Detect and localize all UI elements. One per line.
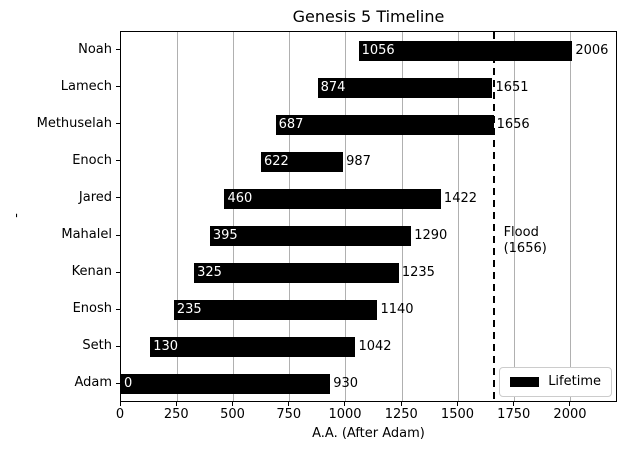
x-tick-mark-750 [288, 402, 290, 406]
y-tick-label-enoch: Enoch [72, 152, 112, 168]
x-tick-label-250: 250 [163, 407, 189, 422]
y-tick-mark-enosh [116, 308, 120, 310]
y-tick-mark-adam [116, 382, 120, 384]
flood-annotation: Flood (1656) [504, 225, 547, 257]
bar-start-label-enoch: 622 [263, 153, 289, 169]
x-tick-label-0: 0 [115, 407, 125, 422]
y-tick-label-methuselah: Methuselah [36, 115, 112, 131]
x-axis-label: A.A. (After Adam) [312, 426, 425, 441]
gridline-500 [232, 32, 234, 401]
gridline-1750 [514, 32, 516, 401]
bar-end-label-mahalel: 1290 [414, 228, 448, 244]
x-tick-label-2000: 2000 [553, 407, 587, 422]
bar-start-label-adam: 0 [124, 376, 133, 392]
y-tick-label-enosh: Enosh [72, 301, 112, 317]
legend-swatch-lifetime [510, 377, 540, 387]
legend: Lifetime [499, 367, 612, 397]
bar-start-label-mahalel: 395 [212, 228, 238, 244]
y-tick-label-jared: Jared [78, 189, 112, 205]
bar-end-label-enosh: 1140 [380, 302, 414, 318]
lifetime-bar-kenan [194, 263, 399, 284]
bar-start-label-seth: 130 [153, 339, 179, 355]
x-tick-label-1000: 1000 [328, 407, 362, 422]
bar-start-label-noah: 1056 [361, 42, 395, 58]
x-tick-mark-1250 [400, 402, 402, 406]
gridline-2000 [570, 32, 572, 401]
y-tick-label-adam: Adam [74, 375, 112, 391]
lifetime-bar-lamech [317, 77, 493, 98]
x-tick-label-1250: 1250 [384, 407, 418, 422]
x-tick-label-750: 750 [276, 407, 302, 422]
y-tick-mark-mahalel [116, 234, 120, 236]
bar-start-label-lamech: 874 [320, 79, 346, 95]
lifetime-bar-jared [224, 188, 441, 209]
bar-end-label-noah: 2006 [575, 42, 609, 58]
plot-area: 1056 2006 874 1651 687 1656 622 987 460 1422 395 12… [120, 31, 617, 402]
flood-reference-line [492, 32, 495, 401]
x-tick-mark-1500 [456, 402, 458, 406]
bar-start-label-methuselah: 687 [278, 116, 304, 132]
y-tick-mark-enoch [116, 160, 120, 162]
bar-start-label-enosh: 235 [176, 302, 202, 318]
gridline-1000 [345, 32, 347, 401]
lifetime-bar-adam [121, 374, 331, 395]
x-tick-label-1500: 1500 [440, 407, 475, 422]
bar-end-label-kenan: 1235 [401, 265, 435, 281]
y-tick-mark-lamech [116, 86, 120, 88]
gridline-750 [289, 32, 291, 401]
lifetime-bar-seth [150, 337, 356, 358]
bar-end-label-jared: 1422 [443, 190, 478, 206]
x-tick-mark-500 [231, 402, 233, 406]
bar-end-label-enoch: 987 [346, 153, 371, 169]
flood-annotation-line2: (1656) [503, 241, 547, 256]
lifetime-bar-noah [358, 40, 573, 61]
y-tick-mark-jared [116, 197, 120, 199]
y-tick-mark-seth [116, 345, 120, 347]
chart-title: Genesis 5 Timeline [292, 7, 445, 26]
y-tick-label-lamech: Lamech [60, 78, 112, 94]
y-axis-label: - [8, 213, 24, 218]
x-tick-mark-250 [175, 402, 177, 406]
bar-end-label-adam: 930 [333, 376, 359, 392]
legend-label-lifetime: Lifetime [548, 374, 601, 389]
gridline-1250 [401, 32, 403, 401]
y-tick-mark-methuselah [116, 123, 120, 125]
y-tick-label-noah: Noah [78, 41, 112, 57]
bar-end-label-lamech: 1651 [495, 79, 529, 95]
x-tick-label-1750: 1750 [497, 407, 531, 422]
flood-annotation-line1: Flood [503, 225, 539, 240]
lifetime-bar-mahalel [209, 226, 412, 247]
gridline-1500 [457, 32, 459, 401]
bar-start-label-jared: 460 [227, 190, 253, 206]
y-tick-label-seth: Seth [82, 338, 112, 354]
x-tick-mark-2000 [569, 402, 571, 406]
y-tick-label-kenan: Kenan [71, 264, 112, 280]
bar-end-label-seth: 1042 [358, 339, 392, 355]
bar-end-label-methuselah: 1656 [496, 116, 530, 132]
x-tick-mark-1750 [513, 402, 515, 406]
y-tick-label-mahalel: Mahalel [61, 227, 112, 243]
gridline-250 [176, 32, 178, 401]
x-tick-mark-0 [119, 402, 121, 406]
x-tick-label-500: 500 [220, 407, 245, 422]
lifetime-bar-enoch [260, 151, 344, 172]
bar-start-label-kenan: 325 [197, 265, 222, 281]
lifetime-bar-methuselah [275, 114, 494, 135]
y-tick-mark-kenan [116, 271, 120, 273]
lifetime-bar-enosh [173, 300, 378, 321]
x-tick-mark-1000 [344, 402, 346, 406]
y-tick-mark-noah [116, 49, 120, 51]
